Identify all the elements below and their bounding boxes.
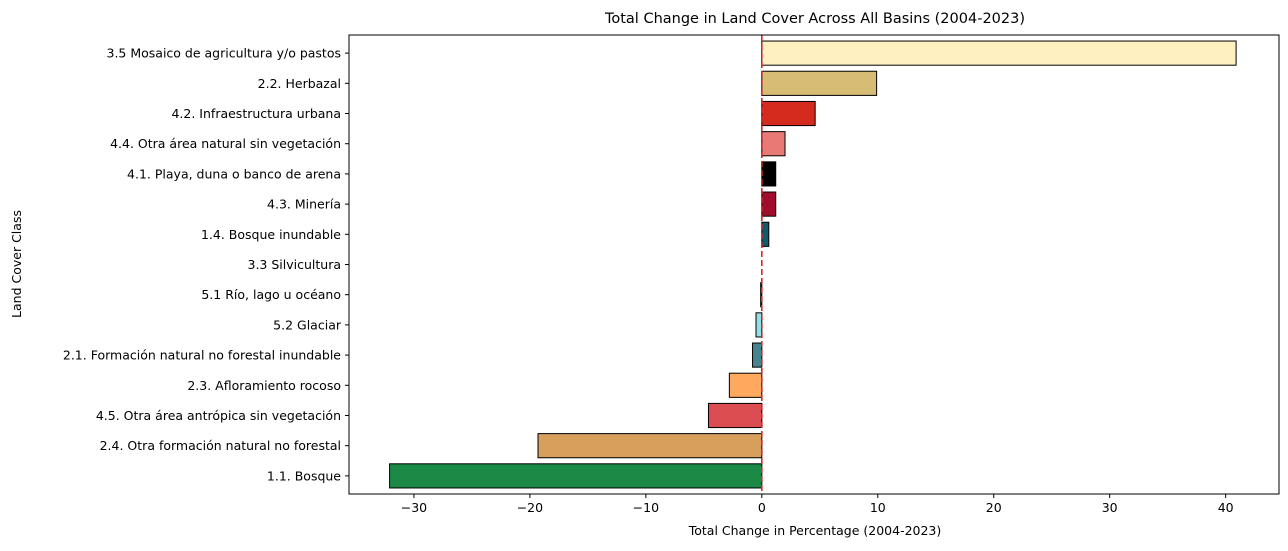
y-tick-label: 4.5. Otra área antrópica sin vegetación <box>96 408 341 423</box>
x-tick-label: −10 <box>633 500 659 515</box>
x-tick-label: 20 <box>986 500 1002 515</box>
bar <box>761 131 786 157</box>
bars-layer <box>389 40 1237 489</box>
y-tick-label: 4.3. Minería <box>267 197 341 212</box>
y-tick-label: 1.1. Bosque <box>267 468 341 483</box>
bar <box>761 100 816 127</box>
bar <box>761 221 770 247</box>
bar <box>761 70 878 96</box>
x-tick-label: 0 <box>758 500 766 515</box>
y-axis-label: Land Cover Class <box>9 210 24 318</box>
y-tick-label: 4.1. Playa, duna o banco de arena <box>127 166 341 181</box>
y-tick-label: 2.1. Formación natural no forestal inund… <box>63 348 341 363</box>
y-tick-label: 2.2. Herbazal <box>258 76 341 91</box>
bar <box>752 342 763 368</box>
x-tick-label: 30 <box>1102 500 1118 515</box>
x-tick-label: −20 <box>517 500 543 515</box>
ticks-layer: 3.5 Mosaico de agricultura y/o pastos 2.2… <box>63 46 1234 515</box>
bar <box>707 402 763 429</box>
plot-frame <box>348 34 1280 495</box>
y-tick-label: 1.4. Bosque inundable <box>201 227 341 242</box>
y-tick-label: 3.5 Mosaico de agricultura y/o pastos <box>107 46 342 61</box>
bar <box>761 191 777 217</box>
bar <box>760 282 763 308</box>
bar <box>389 463 763 489</box>
y-tick-label: 5.2 Glaciar <box>273 317 342 332</box>
x-tick-label: 40 <box>1218 500 1234 515</box>
x-axis-label: Total Change in Percentage (2004-2023) <box>688 523 942 538</box>
bar <box>761 40 1237 66</box>
x-tick-label: 10 <box>870 500 886 515</box>
y-tick-label: 2.4. Otra formación natural no forestal <box>100 438 341 453</box>
y-tick-label: 4.4. Otra área natural sin vegetación <box>110 136 341 151</box>
bar <box>761 161 777 187</box>
y-tick-label: 2.3. Afloramiento rocoso <box>187 378 341 393</box>
bar <box>755 312 763 338</box>
y-tick-label: 3.3 Silvicultura <box>248 257 342 272</box>
bar <box>537 433 763 459</box>
bar <box>728 372 763 398</box>
y-tick-label: 5.1 Río, lago u océano <box>201 287 341 302</box>
x-tick-label: −30 <box>401 500 427 515</box>
chart-title: Total Change in Land Cover Across All Ba… <box>604 11 1025 27</box>
y-tick-label: 4.2. Infraestructura urbana <box>171 106 341 121</box>
